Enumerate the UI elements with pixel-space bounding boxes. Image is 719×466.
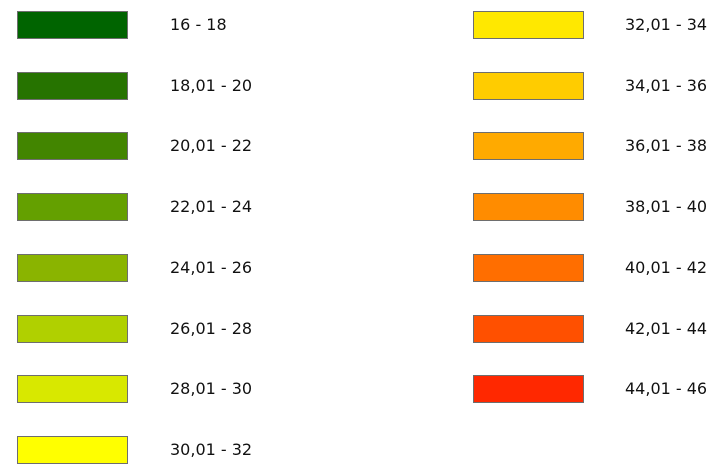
legend-swatch <box>17 435 128 464</box>
legend-swatch <box>17 71 128 100</box>
legend-swatch <box>17 253 128 282</box>
legend-label: 26,01 - 28 <box>170 318 253 338</box>
legend-swatch <box>473 375 584 404</box>
legend-swatch <box>17 375 128 404</box>
legend-label: 42,01 - 44 <box>625 318 708 338</box>
legend-swatch <box>17 314 128 343</box>
legend-swatch <box>473 11 584 39</box>
legend-swatch <box>473 253 584 282</box>
legend-label: 38,01 - 40 <box>625 197 708 217</box>
legend-swatch <box>473 132 584 161</box>
legend-label: 44,01 - 46 <box>625 379 708 399</box>
legend-label: 34,01 - 36 <box>625 75 708 95</box>
legend-label: 30,01 - 32 <box>170 439 253 459</box>
legend-swatch <box>473 314 584 343</box>
legend-label: 36,01 - 38 <box>625 136 708 156</box>
legend-label: 16 - 18 <box>170 15 227 34</box>
legend-swatch <box>17 193 128 222</box>
legend-label: 28,01 - 30 <box>170 379 253 399</box>
legend-label: 32,01 - 34 <box>625 15 708 34</box>
legend-label: 24,01 - 26 <box>170 257 253 277</box>
legend-swatch <box>473 71 584 100</box>
legend-label: 22,01 - 24 <box>170 197 253 217</box>
legend-label: 20,01 - 22 <box>170 136 253 156</box>
legend-label: 40,01 - 42 <box>625 257 708 277</box>
legend-swatch <box>473 193 584 222</box>
legend-swatch <box>17 132 128 161</box>
legend-swatch <box>17 11 128 39</box>
legend-label: 18,01 - 20 <box>170 75 253 95</box>
